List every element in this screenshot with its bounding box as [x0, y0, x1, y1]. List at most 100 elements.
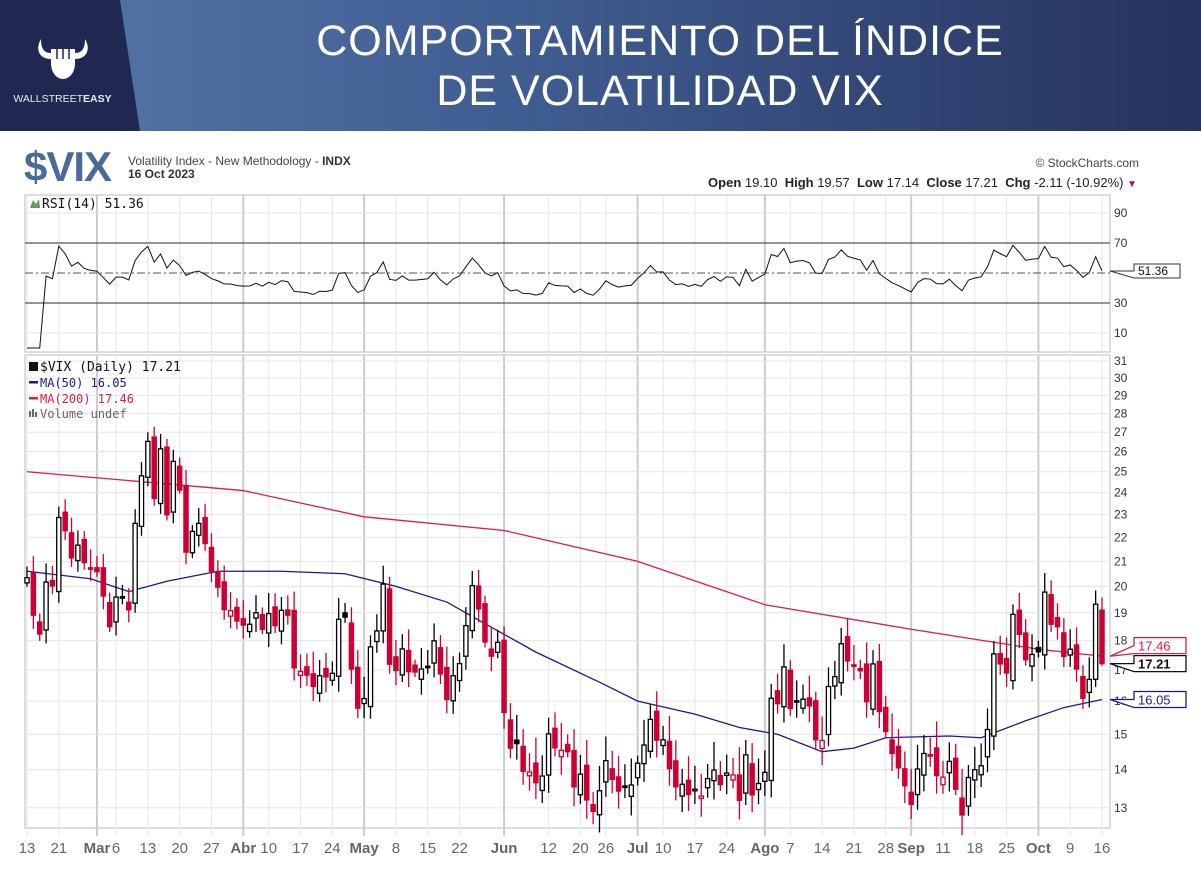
candle: [813, 691, 819, 749]
candle: [444, 646, 450, 714]
candle-body: [304, 666, 310, 676]
candle-body: [717, 774, 724, 786]
candle-body: [1092, 603, 1099, 680]
candle-body: [240, 618, 247, 626]
candle-body: [30, 572, 37, 616]
candle: [342, 602, 348, 623]
candle-body: [634, 762, 641, 779]
candle: [1003, 637, 1010, 687]
candle: [361, 676, 367, 719]
candle: [679, 768, 685, 813]
candle-body: [889, 739, 895, 755]
candle: [374, 614, 380, 653]
candle-body: [119, 596, 126, 599]
candle-body: [774, 690, 781, 705]
volume-legend: Volume undef: [40, 407, 127, 421]
candle-body: [405, 649, 412, 673]
candle: [30, 556, 37, 629]
candle-body: [806, 697, 813, 707]
candle: [577, 755, 584, 804]
candle: [921, 734, 927, 792]
candle: [297, 654, 304, 689]
candle: [933, 721, 940, 794]
candle-body: [539, 775, 545, 792]
candle: [113, 576, 119, 636]
x-tick-label: 16: [1094, 840, 1111, 857]
candle-body: [1048, 594, 1054, 625]
candle-body: [933, 747, 940, 777]
candle: [463, 607, 469, 670]
candle: [456, 652, 463, 692]
candle-body: [342, 612, 348, 618]
wallstreeteasy-logo: WALLSTREETEASY: [0, 35, 125, 105]
candle-body: [628, 784, 635, 798]
banner: WALLSTREETEASY COMPORTAMIENTO DEL ÍNDICE…: [0, 0, 1201, 131]
candle-body: [94, 567, 100, 573]
candle-body: [393, 656, 399, 672]
chart-symbol: $VIX: [24, 143, 112, 190]
candle: [488, 626, 495, 672]
candle-body: [221, 581, 227, 611]
rsi-legend-icon: [30, 199, 40, 208]
candle: [36, 613, 43, 641]
x-tick-label: 20: [171, 840, 188, 857]
x-tick-label: 21: [846, 840, 863, 857]
candle: [424, 650, 431, 674]
candle: [940, 760, 946, 794]
candle: [819, 716, 825, 766]
candle: [857, 659, 864, 680]
x-tick-label: 26: [598, 840, 615, 857]
candle-body: [825, 685, 832, 736]
candle-body: [469, 584, 476, 632]
candle-body: [475, 585, 482, 610]
candle: [558, 723, 565, 775]
candle-body: [577, 773, 584, 796]
x-tick-label: 10: [260, 840, 277, 857]
candle: [641, 719, 647, 783]
candle-body: [43, 581, 49, 631]
candle-body: [902, 768, 908, 787]
x-tick-label: 8: [392, 840, 400, 857]
x-tick-label: 6: [112, 840, 120, 857]
y-tick-label: 29: [1114, 388, 1128, 402]
candle: [673, 740, 679, 801]
candle-body: [1086, 678, 1093, 694]
candle-body: [1035, 646, 1042, 653]
candle: [151, 426, 157, 506]
candle-body: [488, 648, 495, 657]
x-tick-label: Jun: [491, 840, 518, 857]
candle-body: [412, 664, 418, 673]
x-tick-label: 14: [814, 840, 831, 857]
candle: [227, 592, 234, 629]
candle: [704, 764, 711, 798]
y-tick-label: 15: [1114, 727, 1128, 741]
y-tick-label: 26: [1114, 445, 1128, 459]
candle-body: [24, 577, 30, 584]
candle: [539, 755, 545, 804]
candle: [183, 469, 189, 565]
candle-body: [1003, 657, 1010, 674]
candle: [832, 660, 838, 700]
candle: [825, 667, 832, 747]
candle: [138, 462, 145, 536]
candle: [851, 644, 857, 681]
candle-body: [126, 601, 132, 611]
candle: [711, 741, 717, 800]
ma200-badge: 17.46: [1138, 639, 1171, 654]
candle-body: [113, 596, 119, 623]
candle: [43, 563, 49, 644]
candle-body: [940, 776, 946, 786]
candle: [431, 623, 437, 678]
price-legend: $VIX (Daily) 17.21: [40, 360, 181, 375]
candle-body: [1022, 632, 1029, 661]
candle: [87, 549, 94, 581]
ma200-badge-box: [1109, 636, 1187, 657]
candle: [596, 765, 603, 833]
candle: [501, 626, 507, 729]
candle: [62, 499, 68, 540]
candle: [972, 746, 978, 798]
y-tick-label: 20: [1114, 579, 1128, 593]
candle: [323, 652, 329, 693]
candle-body: [965, 776, 972, 807]
candle-body: [698, 795, 705, 799]
